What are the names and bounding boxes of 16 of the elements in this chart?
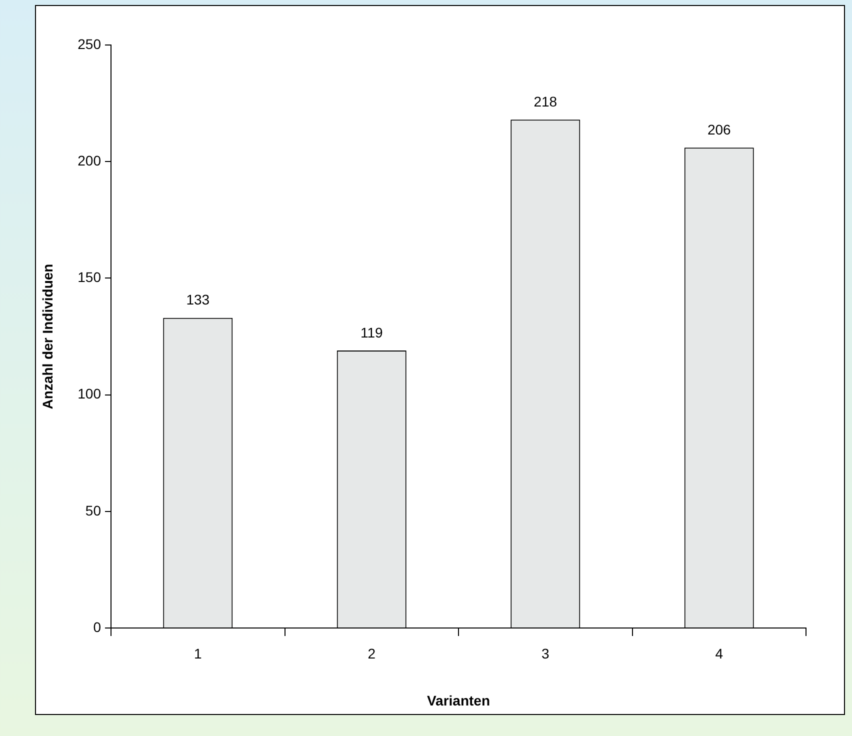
y-tick-label: 150: [78, 269, 102, 286]
x-tick-label: 1: [194, 645, 202, 662]
x-tick-label: 4: [715, 645, 724, 662]
x-tick-label: 3: [541, 645, 550, 662]
y-tick-label: 100: [78, 386, 102, 402]
y-tick-label: 0: [93, 618, 102, 635]
y-tick-label: 200: [78, 152, 102, 168]
data-label: 119: [360, 324, 383, 340]
data-label: 218: [534, 93, 558, 110]
data-label: 206: [707, 121, 732, 138]
x-tick-label: 2: [368, 645, 376, 662]
y-tick-label: 250: [78, 36, 102, 52]
y-axis-title: Anzahl der Individuen: [39, 264, 56, 410]
y-tick-label: 50: [85, 502, 102, 518]
data-label: 133: [186, 292, 210, 308]
x-axis-title: Varianten: [426, 692, 490, 708]
